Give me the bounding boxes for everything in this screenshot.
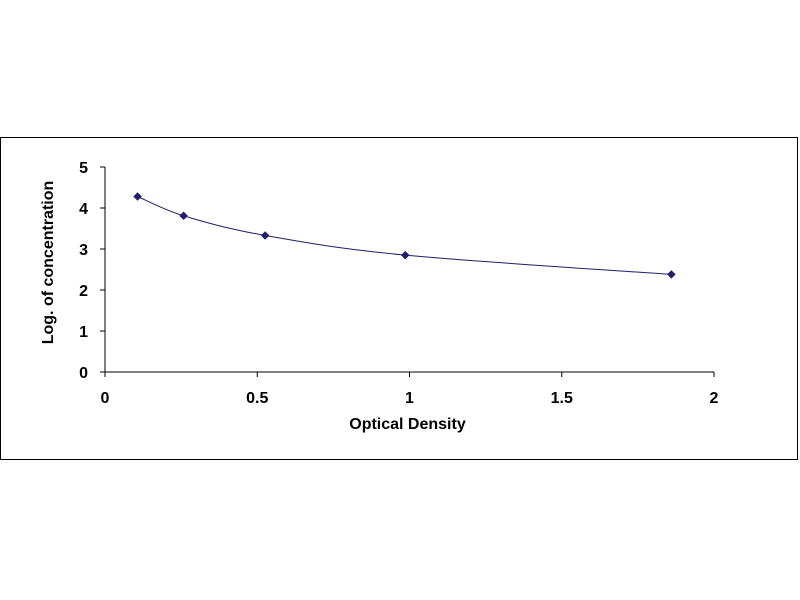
fit-curve-layer [137, 196, 672, 275]
x-tick-label: 1.5 [551, 390, 573, 407]
y-tick-label: 1 [79, 324, 88, 341]
data-point-diamond [667, 270, 676, 279]
data-point-diamond [400, 250, 410, 260]
x-tick-label: 1 [405, 390, 414, 407]
y-axis-title: Log. of concentration [40, 181, 57, 345]
data-point-diamond [260, 231, 270, 240]
x-tick-label: 0 [101, 390, 110, 407]
x-axis-title: Optical Density [349, 416, 466, 433]
y-tick-label: 5 [79, 160, 88, 177]
axes [100, 166, 715, 377]
y-tick-label: 4 [79, 201, 88, 218]
x-tick-label: 0.5 [246, 390, 268, 407]
chart-frame: 0 1 2 3 4 5 0 0.5 1 1.5 2 Optical Density Log. of co… [0, 137, 798, 460]
data-point-diamond [179, 211, 188, 221]
x-tick-label: 2 [710, 390, 719, 407]
y-tick-label: 3 [79, 242, 88, 259]
axis-labels: 0 1 2 3 4 5 0 0.5 1 1.5 2 Optical Density Log. of co… [40, 160, 719, 433]
fit-curve [137, 196, 672, 275]
data-point-diamond [133, 192, 142, 201]
chart-svg: 0 1 2 3 4 5 0 0.5 1 1.5 2 Optical Density Log. of co… [40, 160, 719, 433]
y-tick-label: 2 [79, 283, 88, 300]
data-points [133, 192, 676, 279]
y-tick-label: 0 [79, 365, 88, 382]
